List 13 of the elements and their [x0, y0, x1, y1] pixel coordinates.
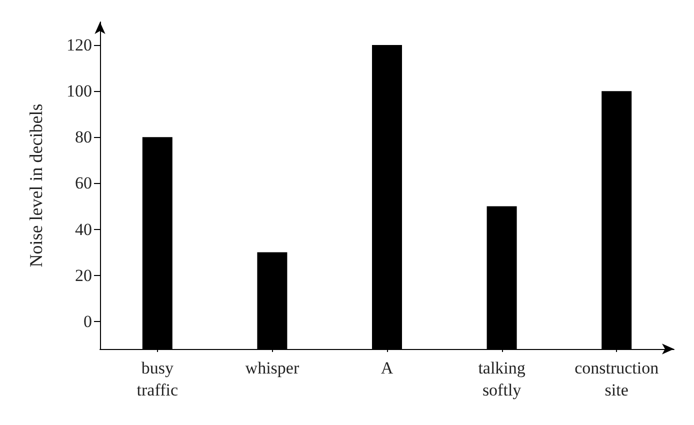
x-tick-label: talking softly [478, 358, 526, 400]
y-tick-label: 60 [75, 174, 92, 193]
y-tick-label: 20 [75, 266, 92, 285]
x-tick-label: whisper [245, 358, 300, 378]
y-tick-label: 40 [75, 220, 92, 239]
y-tick-label: 80 [75, 128, 92, 147]
y-tick-label: 0 [84, 312, 92, 331]
y-axis-title: Noise level in decibels [26, 104, 46, 268]
y-tick-label: 100 [66, 82, 92, 101]
x-tick-label: busy traffic [136, 358, 178, 400]
x-tick-label: A [380, 358, 394, 378]
x-tick-label: construction site [574, 358, 660, 400]
y-tick-label: 120 [66, 36, 92, 55]
